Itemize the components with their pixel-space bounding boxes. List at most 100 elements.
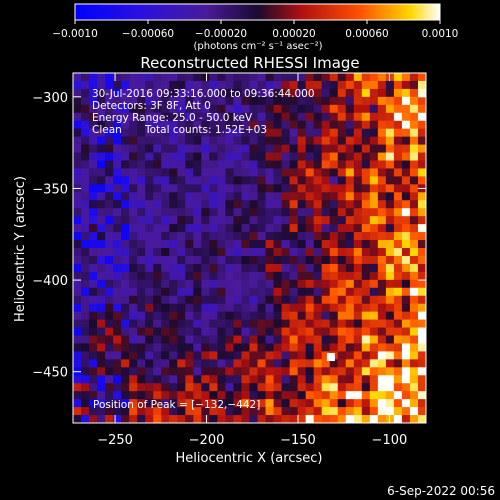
- heatmap-cell: [233, 335, 242, 344]
- heatmap-cell: [145, 248, 154, 257]
- heatmap-cell: [233, 176, 242, 185]
- heatmap-cell: [249, 415, 258, 423]
- heatmap-cell: [161, 120, 170, 130]
- heatmap-cell: [377, 407, 387, 416]
- heatmap-cell: [281, 240, 291, 249]
- heatmap-cell: [241, 240, 250, 249]
- heatmap-cell: [145, 263, 154, 273]
- heatmap-cell: [137, 351, 146, 360]
- heatmap-cell: [89, 351, 98, 360]
- heatmap-cell: [233, 327, 242, 336]
- heatmap-cell: [337, 208, 347, 217]
- heatmap-cell: [377, 343, 387, 352]
- heatmap-cell: [265, 112, 274, 122]
- heatmap-cell: [369, 399, 379, 408]
- heatmap-cell: [321, 319, 331, 328]
- heatmap-cell: [361, 399, 371, 408]
- heatmap-cell: [113, 383, 122, 392]
- heatmap-cell: [305, 200, 315, 209]
- heatmap-cell: [393, 216, 403, 225]
- heatmap-cell: [153, 96, 162, 106]
- heatmap-cell: [97, 343, 106, 352]
- heatmap-cell: [185, 255, 194, 265]
- heatmap-cell: [209, 128, 218, 138]
- heatmap-cell: [217, 224, 226, 233]
- heatmap-cell: [305, 407, 315, 416]
- peak-cell: [326, 353, 335, 362]
- heatmap-cell: [193, 343, 202, 352]
- heatmap-cell: [329, 104, 339, 114]
- heatmap-cell: [73, 327, 82, 336]
- heatmap-cell: [401, 287, 411, 297]
- heatmap-cell: [89, 279, 98, 289]
- heatmap-cell: [185, 311, 194, 320]
- heatmap-cell: [313, 176, 323, 185]
- heatmap-cell: [217, 391, 226, 400]
- heatmap-cell: [177, 112, 186, 122]
- heatmap-cell: [305, 383, 315, 392]
- heatmap-cell: [361, 144, 371, 153]
- heatmap-cell: [137, 128, 146, 138]
- heatmap-cell: [329, 73, 339, 82]
- heatmap-cell: [401, 407, 411, 416]
- heatmap-cell: [129, 279, 138, 289]
- heatmap-cell: [337, 232, 347, 241]
- heatmap-cell: [233, 208, 242, 217]
- heatmap-cell: [385, 240, 395, 249]
- heatmap-cell: [97, 263, 106, 273]
- heatmap-cell: [81, 407, 90, 416]
- heatmap-cell: [97, 415, 106, 423]
- heatmap-cell: [185, 287, 194, 297]
- heatmap-cell: [225, 120, 234, 130]
- heatmap-cell: [369, 80, 379, 90]
- heatmap-cell: [369, 120, 379, 130]
- heatmap-cell: [113, 407, 122, 416]
- heatmap-cell: [393, 367, 403, 376]
- heatmap-cell: [185, 359, 194, 368]
- x-axis-label: Heliocentric X (arcsec): [176, 451, 323, 466]
- heatmap-cell: [145, 208, 154, 217]
- heatmap-cell: [401, 136, 411, 145]
- heatmap-cell: [201, 200, 210, 209]
- heatmap-cell: [249, 112, 258, 122]
- heatmap-cell: [113, 391, 122, 400]
- heatmap-cell: [241, 152, 250, 161]
- heatmap-cell: [177, 240, 186, 249]
- heatmap-cell: [105, 160, 114, 169]
- heatmap-cell: [409, 335, 419, 344]
- heatmap-cell: [137, 208, 146, 217]
- heatmap-cell: [409, 375, 419, 384]
- heatmap-cell: [305, 399, 315, 408]
- heatmap-cell: [273, 104, 282, 114]
- heatmap-cell: [193, 144, 202, 153]
- heatmap-cell: [313, 152, 323, 161]
- heatmap-cell: [409, 88, 419, 98]
- heatmap-cell: [265, 351, 274, 360]
- heatmap-cell: [273, 176, 282, 185]
- heatmap-cell: [409, 343, 419, 352]
- heatmap-cell: [153, 271, 162, 281]
- heatmap-cell: [417, 335, 426, 344]
- heatmap-cell: [417, 351, 426, 360]
- heatmap-cell: [297, 152, 307, 161]
- heatmap-cell: [161, 208, 170, 217]
- heatmap-cell: [209, 271, 218, 281]
- heatmap-cell: [145, 216, 154, 225]
- heatmap-cell: [185, 176, 194, 185]
- heatmap-cell: [249, 192, 258, 201]
- heatmap-cell: [145, 343, 154, 352]
- heatmap-cell: [225, 319, 234, 328]
- heatmap-cell: [105, 407, 114, 416]
- heatmap-cell: [81, 327, 90, 336]
- heatmap-cell: [193, 255, 202, 265]
- heatmap-cell: [225, 327, 234, 336]
- heatmap-cell: [385, 128, 395, 138]
- heatmap-cell: [257, 104, 266, 114]
- heatmap-cell: [97, 311, 106, 320]
- heatmap-cell: [225, 391, 234, 400]
- heatmap-cell: [257, 279, 266, 289]
- heatmap-cell: [105, 96, 114, 106]
- heatmap-cell: [177, 255, 186, 265]
- heatmap-cell: [281, 383, 291, 392]
- heatmap-cell: [393, 359, 403, 368]
